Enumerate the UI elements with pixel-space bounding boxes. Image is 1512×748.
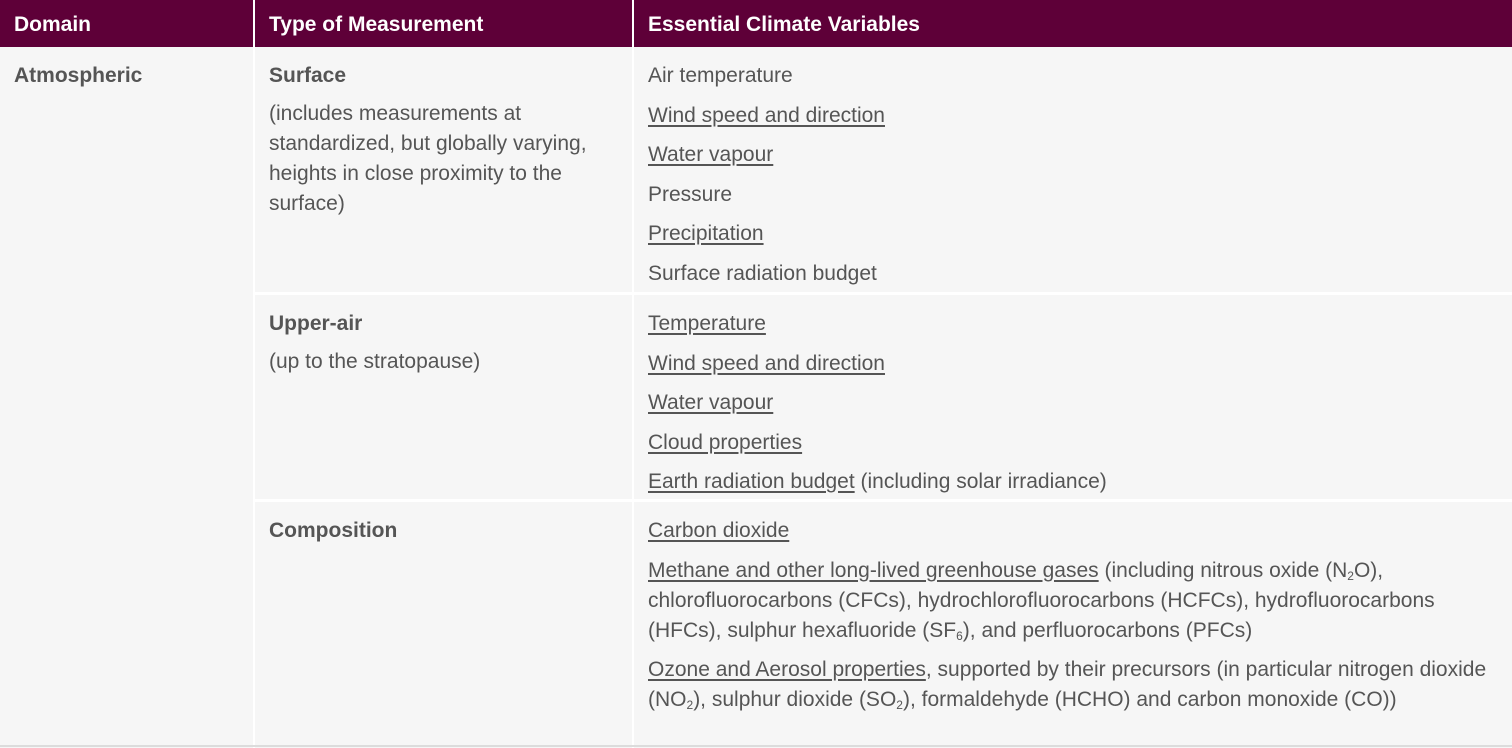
variable-link[interactable]: Wind speed and direction [648,351,885,375]
header-essential-climate-variables: Essential Climate Variables [634,0,1512,47]
list-item: Water vapour [648,140,1500,170]
list-item: Pressure [648,180,1500,210]
subscript: 2 [896,698,903,712]
list-item: Precipitation [648,219,1500,249]
variable-link[interactable]: Earth radiation budget [648,470,855,493]
list-item: Earth radiation budget (including solar … [648,467,1500,497]
subscript: 2 [686,698,694,712]
variable-note: (including solar irradiance) [854,470,1107,493]
subscript: 6 [956,628,963,643]
variable-link[interactable]: Wind speed and direction [648,103,885,127]
variable-link[interactable]: Methane and other long-lived greenhouse … [648,558,1099,582]
list-item: Methane and other long-lived greenhouse … [648,556,1500,646]
type-cell-composition: Composition [255,499,632,748]
variable-list: Carbon dioxide Methane and other long-li… [648,516,1500,715]
variable-text: Surface radiation budget [648,261,877,285]
variable-link[interactable]: Water vapour [648,143,774,166]
list-item: Wind speed and direction [648,349,1500,379]
ecv-cell-upper-air: Temperature Wind speed and direction Wat… [634,292,1512,499]
list-item: Ozone and Aerosol properties, supported … [648,655,1500,715]
variable-link[interactable]: Temperature [648,312,766,335]
domain-label: Atmospheric [14,64,143,87]
type-cell-surface: Surface (includes measurements at standa… [255,47,632,292]
variable-link[interactable]: Ozone and Aerosol properties [648,658,926,681]
type-title: Surface [269,64,347,87]
table-bottom-border [0,745,1512,747]
variable-link[interactable]: Cloud properties [648,430,803,454]
type-title: Composition [269,519,398,542]
variable-note: , supported by their precursors (in part… [648,658,1487,711]
variable-list: Temperature Wind speed and direction Wat… [648,309,1500,497]
variable-note: ), formaldehyde (HCHO) and carbon monoxi… [902,688,1397,711]
header-type-of-measurement: Type of Measurement [255,0,632,47]
header-domain: Domain [0,0,253,47]
list-item: Wind speed and direction [648,101,1500,131]
domain-cell-atmospheric: Atmospheric [0,47,253,748]
variable-note: (including nitrous oxide (N [1098,558,1348,582]
ecv-cell-surface: Air temperature Wind speed and direction… [634,47,1512,292]
variable-note: ), and perfluorocarbons (PFCs) [962,618,1253,642]
list-item: Air temperature [648,61,1500,91]
type-title: Upper-air [269,312,363,335]
ecv-cell-composition: Carbon dioxide Methane and other long-li… [634,499,1512,748]
variable-link[interactable]: Precipitation [648,222,764,245]
variable-text: Air temperature [648,64,793,87]
variable-link[interactable]: Water vapour [648,391,774,414]
type-description: (up to the stratopause) [269,350,481,373]
variable-link[interactable]: Carbon dioxide [648,519,790,542]
variable-list: Air temperature Wind speed and direction… [648,61,1500,289]
list-item: Temperature [648,309,1500,339]
list-item: Water vapour [648,388,1500,418]
subscript: 2 [1347,568,1354,583]
list-item: Surface radiation budget [648,259,1500,289]
variable-note: ), sulphur dioxide (SO [693,688,897,711]
variable-note: O), chlorofluorocarbons (CFCs), hydrochl… [648,558,1435,642]
type-cell-upper-air: Upper-air (up to the stratopause) [255,292,632,499]
variable-text: Pressure [648,182,733,206]
type-description: (includes measurements at standardized, … [269,102,587,215]
list-item: Carbon dioxide [648,516,1500,546]
list-item: Cloud properties [648,428,1500,458]
